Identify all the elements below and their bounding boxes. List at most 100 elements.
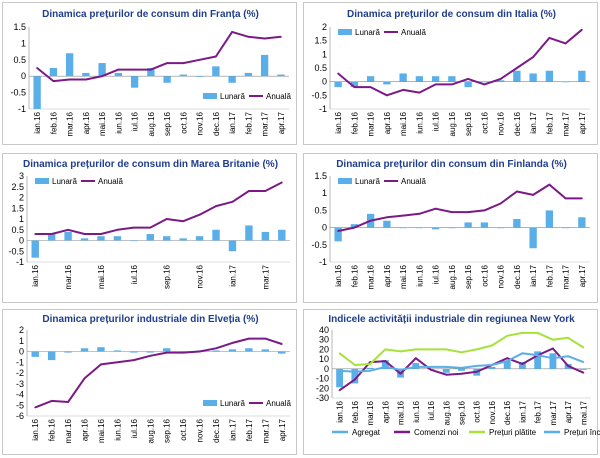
bar <box>228 349 237 352</box>
bar <box>244 72 253 77</box>
line-point <box>67 401 69 403</box>
line-point <box>450 83 453 86</box>
line-point <box>491 344 493 347</box>
line-point <box>506 357 509 360</box>
series-line <box>36 30 282 83</box>
line-point <box>369 219 372 222</box>
bar <box>366 76 375 82</box>
legend-label: Anuală <box>401 28 426 37</box>
series-line <box>337 183 582 232</box>
y-tick-label: -2 <box>16 368 24 378</box>
x-tick-label: oct.16 <box>179 418 188 440</box>
y-tick-label: 0 <box>21 71 26 81</box>
x-tick-label: iul.16 <box>130 264 139 284</box>
x-tick-label: ian.16 <box>334 264 343 286</box>
bar <box>534 351 542 369</box>
bar <box>415 227 424 229</box>
bar <box>113 350 122 352</box>
line-point <box>165 218 168 220</box>
x-tick-label: mar.17 <box>562 264 571 289</box>
bar <box>228 76 236 83</box>
chart-title: Dinamica prețurilor de consum din Italia… <box>347 9 556 20</box>
y-tick-label: -30 <box>316 393 329 403</box>
y-tick-label: 3 <box>19 171 24 181</box>
line-point <box>34 233 37 235</box>
line-point <box>52 80 55 83</box>
line-point <box>582 371 585 374</box>
x-tick-label: dec.16 <box>503 400 512 425</box>
y-tick-label: 0 <box>322 77 327 87</box>
legend-label: Anuală <box>98 177 123 186</box>
bar <box>98 63 106 77</box>
bar <box>97 236 105 241</box>
y-tick-label: 0 <box>19 347 24 357</box>
bar <box>278 229 286 241</box>
legend-label: Comenzi noi <box>414 428 459 437</box>
bar <box>195 236 204 241</box>
line-point <box>36 67 39 69</box>
x-tick-label: ian.17 <box>228 111 237 133</box>
bar <box>179 238 187 241</box>
line-point <box>280 181 283 184</box>
y-tick-label: -0.5 <box>8 246 24 256</box>
y-tick-label: -20 <box>316 383 329 393</box>
line-point <box>133 68 136 71</box>
x-tick-label: nov.16 <box>488 400 497 424</box>
bar <box>33 76 41 109</box>
line-point <box>353 378 356 381</box>
x-tick-label: apr.16 <box>383 111 392 134</box>
line-point <box>198 213 201 216</box>
legend-label: Anuală <box>266 92 291 101</box>
line-point <box>198 350 201 353</box>
bar <box>415 76 424 82</box>
x-tick-label: mai.16 <box>97 418 106 443</box>
panel-italy: Dinamica prețurilor de consum din Italia… <box>303 2 598 145</box>
y-tick-label: -0.5 <box>311 240 327 250</box>
bar <box>47 234 56 241</box>
line-point <box>215 205 217 207</box>
bar <box>179 74 188 77</box>
y-tick-label: 1 <box>322 188 327 198</box>
bar <box>163 236 171 241</box>
bar <box>212 229 220 241</box>
line-point <box>430 348 432 351</box>
legend-label: Lunară <box>52 177 77 186</box>
bar <box>261 231 270 241</box>
x-tick-label: apr.16 <box>82 111 91 134</box>
y-tick-label: 0 <box>322 223 327 233</box>
x-tick-label: sep.16 <box>464 111 473 136</box>
x-tick-label: apr.17 <box>564 400 573 423</box>
y-tick-label: -1 <box>18 104 26 114</box>
x-tick-label: ian.16 <box>33 111 42 133</box>
chart-title: Dinamica prețurilor din consum din Finla… <box>336 159 567 170</box>
bar <box>480 81 489 83</box>
line-point <box>521 332 524 334</box>
x-tick-label: mai.16 <box>399 264 408 289</box>
line-point <box>353 86 356 89</box>
bar <box>163 76 171 83</box>
x-tick-label: iul.16 <box>427 400 436 420</box>
bar <box>366 367 374 369</box>
line-point <box>548 183 551 186</box>
x-tick-label: iul.16 <box>131 111 140 131</box>
bar <box>545 210 554 228</box>
line-point <box>385 216 388 219</box>
y-tick-label: 2 <box>322 22 327 32</box>
bar <box>261 349 270 352</box>
x-tick-label: mai.17 <box>579 400 588 425</box>
bar <box>431 76 440 82</box>
bar <box>130 76 139 88</box>
line-point <box>414 348 417 351</box>
x-tick-label: aug.16 <box>448 111 457 136</box>
bar <box>163 348 171 352</box>
line-point <box>475 370 478 373</box>
bar <box>529 227 537 249</box>
line-point <box>399 350 402 353</box>
line-point <box>338 369 341 372</box>
y-tick-label: 10 <box>319 354 329 364</box>
line-point <box>247 35 250 38</box>
line-point <box>231 31 234 33</box>
x-tick-label: apr.17 <box>277 111 286 134</box>
y-tick-label: 0.5 <box>314 205 327 215</box>
x-tick-label: mar.16 <box>367 264 376 289</box>
